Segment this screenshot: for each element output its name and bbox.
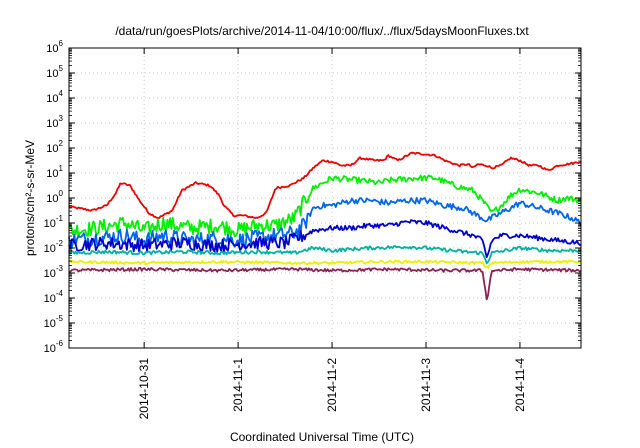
x-tick-label: 2014-11-2 [325, 358, 339, 412]
series-lines [68, 151, 582, 301]
grid-lines [69, 48, 581, 348]
series-line-2 [68, 174, 582, 239]
x-tick-label: 2014-10-31 [137, 358, 151, 420]
chart-title: /data/run/goesPlots/archive/2014-11-04/1… [115, 24, 529, 38]
x-tick-label: 2014-11-3 [419, 358, 433, 412]
x-axis-label: Coordinated Universal Time (UTC) [230, 430, 414, 444]
series-line-5 [68, 245, 582, 265]
x-tick-label: 2014-11-1 [231, 358, 245, 412]
x-tick-label: 2014-11-4 [513, 358, 527, 412]
x-axis-ticks: 2014-10-31 2014-11-1 2014-11-2 2014-11-3 201… [137, 48, 527, 419]
series-line-4 [68, 219, 582, 258]
y-axis-label: protons/cm²-s-sr-MeV [23, 140, 37, 256]
series-line-6 [68, 259, 582, 269]
series-line-1 [68, 151, 582, 219]
series-line-7 [68, 266, 582, 301]
